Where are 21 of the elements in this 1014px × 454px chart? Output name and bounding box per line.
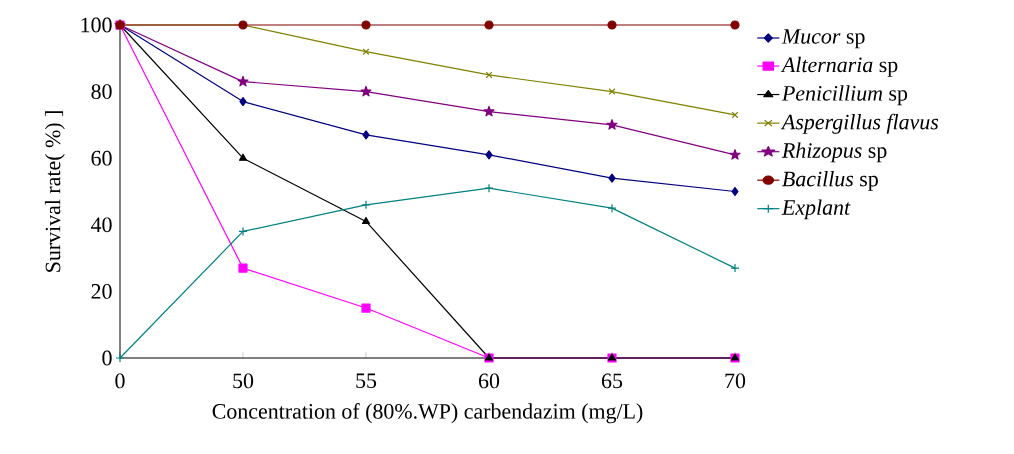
y-tick-label: 60 xyxy=(91,150,112,166)
x-axis-title: Concentration of (80%.WP) carbendazim (mg/L) xyxy=(212,403,643,424)
y-tick-label: 20 xyxy=(91,284,112,299)
legend-label: Penicillium sp xyxy=(781,85,908,106)
y-tick-label: 0 xyxy=(102,350,112,366)
x-tick-label: 0 xyxy=(115,373,125,389)
y-tick-label: 80 xyxy=(91,84,112,99)
legend-label: Aspergillus flavus xyxy=(780,113,939,134)
legend-label: Alternaria sp xyxy=(780,56,898,77)
legend-label: Mucor sp xyxy=(781,29,865,49)
x-tick-label: 55 xyxy=(356,373,377,389)
legend-label: Rhizopus sp xyxy=(781,142,887,163)
x-tick-label: 65 xyxy=(601,373,623,389)
y-tick-label: 40 xyxy=(91,217,112,233)
y-axis-title: Survival rate( %) ] xyxy=(44,111,65,272)
legend-label: Bacillus sp xyxy=(782,170,878,191)
x-tick-label: 60 xyxy=(478,373,500,389)
legend-label: Explant xyxy=(781,199,851,220)
x-tick-label: 50 xyxy=(233,373,254,389)
x-tick-label: 70 xyxy=(725,373,746,389)
y-tick-label: 100 xyxy=(81,17,112,33)
